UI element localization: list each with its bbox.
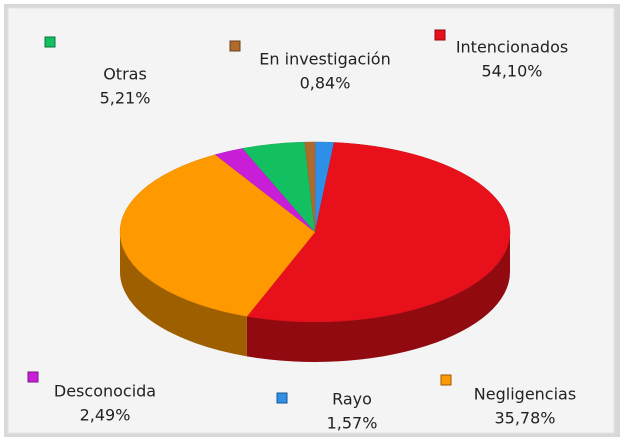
legend-marker — [229, 40, 241, 52]
slice — [304, 141, 316, 233]
slice-side — [246, 232, 510, 362]
slice-value-label: 35,78% — [494, 409, 555, 428]
slice — [119, 154, 316, 317]
slice-value-label: 1,57% — [327, 414, 378, 433]
legend-marker — [44, 36, 56, 48]
slice-label: Rayo — [332, 390, 372, 409]
slice-value-label: 5,21% — [100, 89, 151, 108]
slice-label: En investigación — [259, 50, 390, 69]
legend-marker — [434, 29, 446, 41]
slice-label: Negligencias — [474, 385, 576, 404]
slice-label: Intencionados — [456, 38, 568, 57]
legend-marker — [276, 392, 288, 404]
legend-marker — [27, 371, 39, 383]
slice-label: Desconocida — [54, 382, 156, 401]
slice-value-label: 2,49% — [80, 406, 131, 425]
slice-value-label: 54,10% — [481, 62, 542, 81]
slice-value-label: 0,84% — [300, 74, 351, 93]
slice — [246, 142, 511, 323]
slice-side — [119, 232, 247, 357]
slice-label: Otras — [103, 65, 147, 84]
legend-marker — [440, 374, 452, 386]
